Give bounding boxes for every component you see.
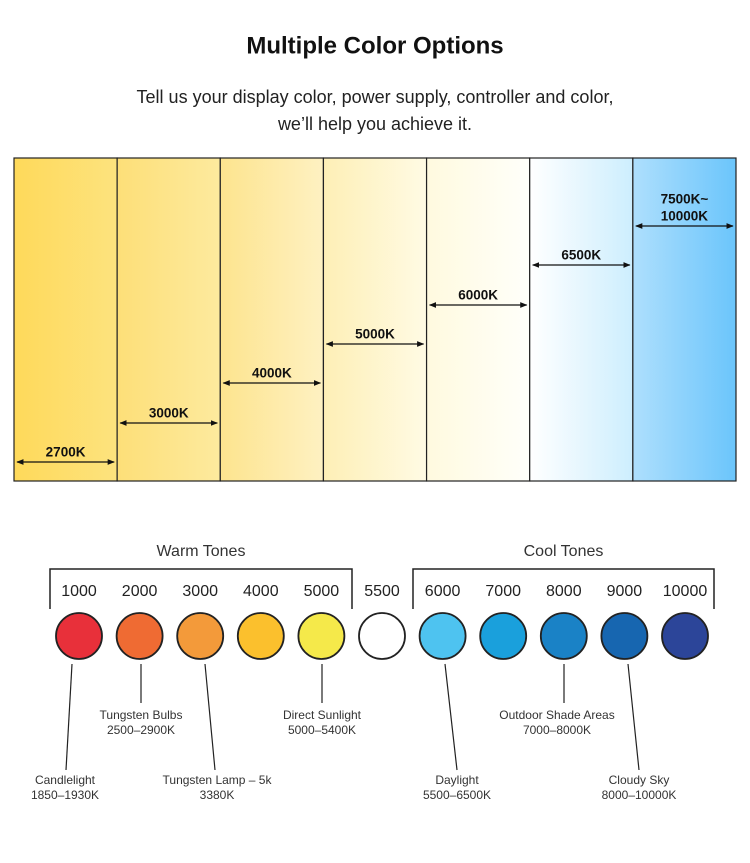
bracket	[412, 568, 715, 609]
tones: Warm Tones Cool Tones 1000 2000 3000 4000 5000…	[31, 543, 715, 802]
temperature-label: 1000	[61, 583, 97, 600]
subtitle: we’ll help you achieve it.	[277, 114, 472, 134]
color-panel	[13, 157, 118, 482]
group-label: Cool Tones	[524, 543, 604, 560]
panel-label: 6500K	[561, 248, 601, 263]
temperature-label: 6000	[425, 583, 461, 600]
temperature-label: 5500	[364, 583, 400, 600]
panels: 2700K 3000K 4000K 5000K 6000K 6500K 7500K~ 1000…	[13, 157, 737, 482]
annotation-range: 2500–2900K	[107, 723, 175, 737]
color-swatch	[236, 612, 285, 660]
color-panel	[116, 157, 221, 482]
group-label: Warm Tones	[157, 543, 246, 560]
temperature-label: 8000	[546, 583, 582, 600]
panel-label: 6000K	[458, 288, 498, 303]
color-swatch	[55, 612, 103, 660]
temperature-label: 9000	[607, 583, 643, 600]
color-panel	[219, 157, 325, 482]
temperature-label: 2000	[122, 583, 158, 600]
color-swatch	[418, 612, 467, 660]
annotation-name: Direct Sunlight	[283, 708, 362, 722]
color-swatch	[479, 612, 528, 660]
color-panel	[425, 157, 531, 482]
temperature-label: 4000	[243, 583, 279, 600]
color-swatch	[358, 612, 406, 660]
bracket	[49, 568, 353, 609]
color-swatch	[297, 612, 346, 660]
subtitle: Tell us your display color, power supply…	[137, 87, 614, 107]
color-swatch	[176, 612, 225, 660]
panel-label: 2700K	[46, 445, 86, 460]
annotation-name: Outdoor Shade Areas	[499, 708, 614, 722]
annotation-range: 7000–8000K	[523, 723, 591, 737]
panel-label: 3000K	[149, 406, 189, 421]
annotation-name: Tungsten Bulbs	[100, 708, 183, 722]
panel-label: 10000K	[661, 209, 709, 224]
color-panel	[632, 157, 737, 482]
panel-label: 5000K	[355, 327, 395, 342]
title: Multiple Color Options	[246, 32, 503, 59]
annotation-name: Candlelight	[35, 773, 96, 787]
annotation-range: 5500–6500K	[423, 788, 491, 802]
color-swatch	[539, 612, 588, 660]
annotation-range: 1850–1930K	[31, 788, 99, 802]
leader-line	[627, 663, 640, 771]
panel-label: 4000K	[252, 366, 292, 381]
temperature-label: 5000	[304, 583, 340, 600]
leader-line	[65, 663, 73, 771]
annotation-name: Daylight	[435, 773, 479, 787]
color-panel	[322, 157, 428, 482]
annotation-range: 5000–5400K	[288, 723, 356, 737]
annotation-name: Cloudy Sky	[609, 773, 670, 787]
color-panel	[529, 157, 634, 482]
annotation-range: 3380K	[200, 788, 235, 802]
leader-line	[204, 663, 216, 771]
temperature-label: 3000	[182, 583, 218, 600]
panel-label: 7500K~	[661, 192, 709, 207]
annotation-name: Tungsten Lamp – 5k	[163, 773, 273, 787]
color-swatch	[600, 612, 649, 660]
color-swatch	[115, 612, 164, 660]
temperature-label: 10000	[663, 583, 708, 600]
temperature-label: 7000	[485, 583, 521, 600]
annotation-range: 8000–10000K	[602, 788, 677, 802]
color-swatch	[661, 612, 709, 660]
leader-line	[444, 663, 458, 771]
